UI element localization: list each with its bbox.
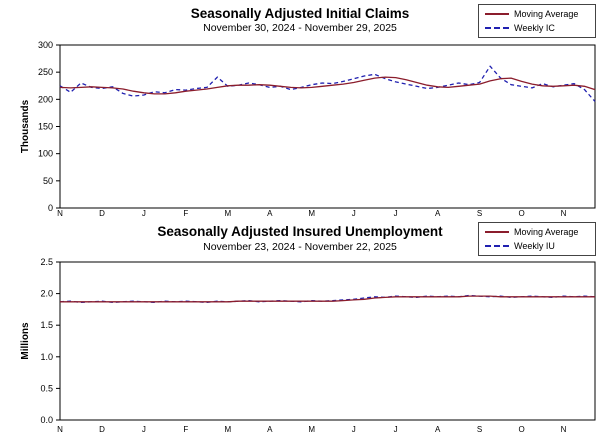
insured-unemployment-section: Seasonally Adjusted Insured Unemployment… — [0, 218, 600, 440]
x-tick-label: M — [308, 209, 315, 218]
legend-row-weekly-ic: Weekly IC — [485, 23, 588, 33]
weekly-ic-legend-label: Weekly IC — [514, 23, 555, 33]
series-line-moving-average — [59, 76, 596, 95]
x-tick-label: S — [477, 425, 482, 434]
x-tick-label: N — [561, 209, 567, 218]
y-tick-label: 200 — [38, 94, 53, 104]
y-tick-label: 300 — [38, 40, 53, 50]
y-tick-label: 2.5 — [40, 257, 53, 267]
x-tick-label: N — [57, 425, 63, 434]
x-tick-label: M — [225, 425, 232, 434]
insured-unemployment-legend: Moving Average Weekly IU — [478, 222, 596, 256]
insured-unemployment-subtitle: November 23, 2024 - November 22, 2025 — [203, 241, 397, 253]
x-tick-label: N — [561, 425, 567, 434]
x-tick-label: J — [142, 425, 146, 434]
moving-average-line-sample — [485, 13, 509, 15]
y-axis-title: Millions — [20, 322, 31, 360]
insured-unemployment-plot: 0.0 0.5 1.0 1.5 2.0 2.5 N D J F M A M J J A S O N Millions — [20, 257, 596, 434]
legend-row-moving-average: Moving Average — [485, 9, 588, 19]
moving-average-legend-label: Moving Average — [514, 9, 579, 19]
y-tick-label: 50 — [43, 176, 53, 186]
x-tick-label: O — [518, 209, 524, 218]
x-tick-label: A — [435, 425, 441, 434]
x-tick-label: M — [225, 209, 232, 218]
initial-claims-section: Seasonally Adjusted Initial Claims Novem… — [0, 0, 600, 218]
y-tick-label: 1.5 — [40, 320, 53, 330]
x-tick-label: J — [394, 209, 398, 218]
y-tick-label: 0 — [48, 203, 53, 213]
x-tick-label: J — [142, 209, 146, 218]
legend-row-weekly-iu: Weekly IU — [485, 241, 588, 251]
weekly-iu-legend-label: Weekly IU — [514, 241, 555, 251]
x-tick-label: A — [267, 209, 273, 218]
weekly-ic-line-sample — [485, 27, 509, 29]
weekly-iu-line-sample — [485, 245, 509, 247]
initial-claims-subtitle: November 30, 2024 - November 29, 2025 — [203, 22, 397, 34]
y-tick-label: 1.0 — [40, 352, 53, 362]
y-tick-label: 0.5 — [40, 383, 53, 393]
x-tick-label: A — [435, 209, 441, 218]
x-tick-label: J — [352, 425, 356, 434]
x-tick-label: F — [183, 209, 188, 218]
initial-claims-plot: 0 50 100 150 200 250 300 N D J F M A M J J A S O N Thousands — [20, 40, 596, 218]
series-line-moving-average — [60, 295, 595, 303]
y-tick-label: 150 — [38, 122, 53, 132]
x-tick-label: N — [57, 209, 63, 218]
y-tick-label: 2.0 — [40, 289, 53, 299]
moving-average-legend-label: Moving Average — [514, 227, 579, 237]
x-tick-label: D — [99, 425, 105, 434]
y-axis-title: Thousands — [20, 99, 31, 153]
x-tick-label: S — [477, 209, 482, 218]
plot-area — [59, 261, 596, 421]
plot-area — [59, 44, 596, 209]
x-tick-label: J — [352, 209, 356, 218]
moving-average-line-sample — [485, 231, 509, 233]
y-tick-label: 100 — [38, 149, 53, 159]
x-tick-label: J — [394, 425, 398, 434]
y-tick-label: 250 — [38, 67, 53, 77]
insured-unemployment-title: Seasonally Adjusted Insured Unemployment — [157, 224, 443, 239]
initial-claims-title: Seasonally Adjusted Initial Claims — [190, 6, 410, 21]
x-tick-label: F — [183, 425, 188, 434]
x-tick-label: D — [99, 209, 105, 218]
initial-claims-legend: Moving Average Weekly IC — [478, 4, 596, 38]
x-tick-label: O — [518, 425, 524, 434]
x-tick-label: M — [308, 425, 315, 434]
legend-row-moving-average: Moving Average — [485, 227, 588, 237]
y-tick-label: 0.0 — [40, 415, 53, 425]
x-tick-label: A — [267, 425, 273, 434]
